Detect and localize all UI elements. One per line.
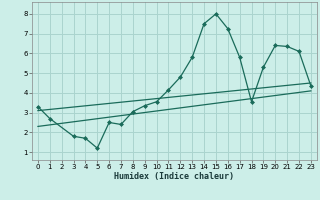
X-axis label: Humidex (Indice chaleur): Humidex (Indice chaleur) [115, 172, 234, 181]
